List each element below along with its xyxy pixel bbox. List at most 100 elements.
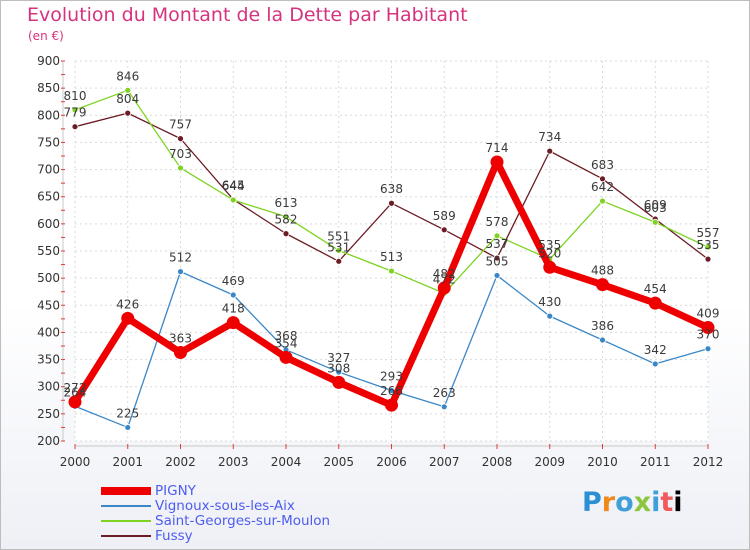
data-point	[651, 360, 659, 368]
data-point	[121, 311, 135, 325]
data-point	[599, 197, 606, 205]
data-label: 779	[64, 106, 87, 120]
legend-label: Vignoux-sous-les-Aix	[155, 498, 295, 514]
data-point	[174, 346, 187, 360]
x-tick-label: 2009	[534, 455, 565, 469]
data-label: 418	[222, 302, 245, 316]
x-tick-label: 2010	[587, 455, 618, 469]
data-label: 557	[697, 226, 720, 240]
x-tick-label: 2007	[429, 455, 460, 469]
data-point	[385, 398, 398, 412]
legend-label: Saint-Georges-sur-Moulon	[155, 513, 331, 529]
data-point	[388, 267, 395, 275]
data-label: 263	[433, 386, 456, 400]
data-point	[71, 106, 79, 114]
data-label: 609	[644, 198, 667, 212]
data-label: 578	[486, 215, 509, 229]
x-tick-label: 2004	[271, 455, 302, 469]
data-point	[704, 243, 712, 251]
data-label: 513	[380, 250, 403, 264]
data-label: 603	[644, 201, 667, 215]
data-label: 386	[591, 319, 614, 333]
y-tick-label: 850	[37, 81, 60, 95]
data-point	[543, 260, 557, 274]
data-point	[596, 278, 609, 292]
data-label: 488	[591, 264, 614, 278]
data-point	[388, 199, 395, 207]
x-tick-label: 2002	[165, 455, 196, 469]
data-label: 454	[644, 282, 667, 296]
data-label: 363	[169, 332, 192, 346]
legend-swatch	[101, 535, 151, 537]
data-point	[124, 86, 132, 94]
data-label: 225	[116, 406, 139, 420]
data-point	[599, 175, 606, 183]
data-point	[440, 226, 448, 234]
data-point	[437, 281, 451, 295]
data-label: 551	[327, 229, 350, 243]
proxiti-logo: Proxiti	[582, 487, 683, 518]
legend-swatch	[101, 505, 151, 507]
data-label: 613	[275, 196, 298, 210]
data-label: 683	[591, 158, 614, 172]
data-label: 409	[697, 307, 720, 321]
chart-title: Evolution du Montant de la Dette par Hab…	[27, 4, 468, 26]
data-label: 308	[327, 361, 350, 375]
data-point	[493, 232, 501, 240]
data-point	[71, 123, 79, 131]
x-tick-label: 2000	[60, 455, 91, 469]
data-point	[701, 321, 715, 335]
data-label: 342	[644, 343, 667, 357]
data-point	[648, 296, 662, 310]
data-label: 469	[222, 274, 245, 288]
data-point	[546, 147, 554, 155]
data-label: 266	[380, 384, 403, 398]
y-tick-label: 350	[37, 353, 60, 367]
data-label: 370	[697, 328, 720, 342]
data-label: 714	[486, 141, 509, 155]
y-tick-label: 800	[37, 108, 60, 122]
data-label: 354	[275, 336, 298, 350]
y-tick-label: 400	[37, 325, 60, 339]
data-label: 537	[486, 237, 509, 251]
data-label: 482	[433, 267, 456, 281]
x-tick-label: 2003	[218, 455, 249, 469]
data-label: 589	[433, 209, 456, 223]
x-tick-label: 2012	[693, 455, 724, 469]
data-label: 426	[116, 297, 139, 311]
data-label: 512	[169, 251, 192, 265]
data-point	[229, 196, 237, 204]
data-label: 645	[222, 178, 245, 192]
data-label: 272	[64, 381, 87, 395]
y-tick-label: 600	[37, 217, 60, 231]
data-label: 264	[64, 385, 87, 399]
legend-swatch	[101, 520, 151, 522]
data-label: 535	[697, 238, 720, 252]
y-tick-label: 900	[37, 54, 60, 68]
data-label: 804	[116, 92, 139, 106]
data-point	[440, 403, 448, 411]
y-tick-label: 200	[37, 434, 60, 448]
data-label: 810	[64, 89, 87, 103]
data-label: 472	[433, 272, 456, 286]
data-point	[68, 395, 82, 409]
data-label: 535	[538, 238, 561, 252]
data-label: 638	[380, 182, 403, 196]
data-label: 520	[538, 246, 561, 260]
data-label: 734	[538, 130, 561, 144]
data-label: 368	[275, 329, 298, 343]
data-label: 642	[591, 180, 614, 194]
y-tick-label: 700	[37, 163, 60, 177]
data-point	[490, 155, 504, 169]
x-tick-label: 2005	[323, 455, 354, 469]
x-tick-label: 2001	[112, 455, 143, 469]
data-point	[332, 375, 346, 389]
data-label: 430	[538, 295, 561, 309]
y-tick-label: 450	[37, 298, 60, 312]
data-label: 505	[486, 254, 509, 268]
x-tick-label: 2006	[376, 455, 407, 469]
legend-label: PIGNY	[155, 483, 196, 499]
data-point	[229, 291, 237, 299]
